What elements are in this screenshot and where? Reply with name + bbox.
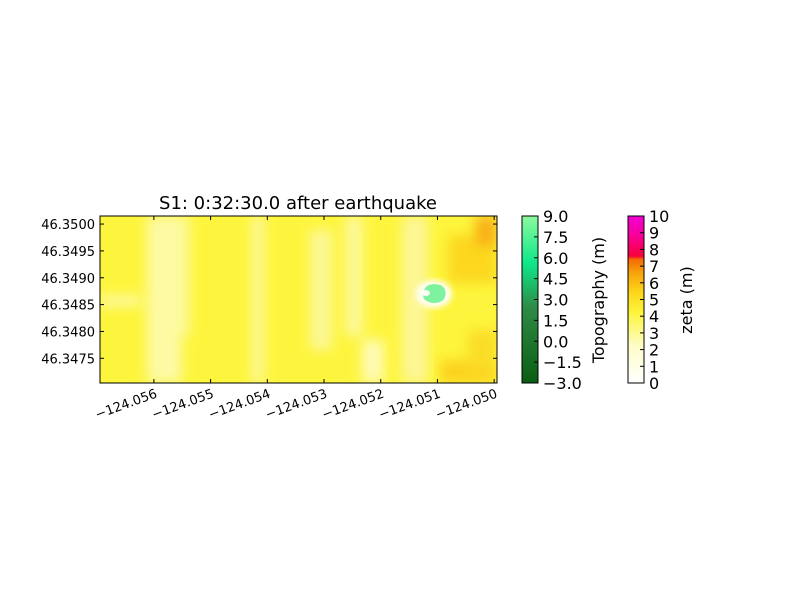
colorbar-tick-label: 4 [649, 307, 659, 326]
y-tick-label: 46.3495 [41, 245, 95, 260]
zeta-colorbar-label: zeta (m) [677, 266, 696, 333]
topography-colorbar: 9.0 7.5 6.0 4.5 3.01.5 0.0 −1.5 −3.0 Topography… [521, 207, 608, 393]
colorbar-tick-label: 9.0 [543, 207, 568, 226]
x-tick-label: −124.051 [377, 387, 443, 423]
light-streak [310, 230, 332, 350]
x-tick-label: −124.055 [150, 387, 216, 423]
island-center-highlight [422, 290, 430, 296]
colorbar-tick-label: 0.0 [543, 332, 568, 351]
colorbar-tick-label: 7.5 [543, 228, 568, 247]
x-tick-label: −124.056 [93, 387, 159, 423]
colorbar-tick-label: 1 [649, 357, 659, 376]
colorbar-tick-label: 7 [649, 257, 659, 276]
orange-patch [475, 216, 497, 246]
chart-title: S1: 0:32:30.0 after earthquake [159, 193, 437, 214]
colorbar-tick-label: 3.0 [543, 291, 568, 310]
colorbar-tick-label: 6 [649, 274, 659, 293]
x-tick-label: −124.052 [320, 387, 386, 423]
colorbar-tick-label: 6.0 [543, 249, 568, 268]
topography-colorbar-label: Topography (m) [589, 237, 608, 364]
y-tick-label: 46.3490 [41, 272, 95, 287]
axes-frame [99, 215, 498, 384]
colorbar-tick-label: 8 [649, 240, 659, 259]
colorbar-tick-label: 9 [649, 224, 659, 243]
colorbar-tick-label: −1.5 [543, 353, 582, 372]
x-tick-label: −124.054 [207, 387, 273, 423]
colorbar-tick-label: 4.5 [543, 270, 568, 289]
colorbar-tick-label: 2 [649, 341, 659, 360]
x-tick-label: −124.053 [264, 387, 330, 423]
y-tick-label: 46.3500 [41, 218, 95, 233]
light-streak [345, 216, 363, 336]
colorbar-tick-label: 3 [649, 324, 659, 343]
x-tick-label: −124.050 [434, 387, 500, 423]
island-topography [423, 284, 446, 304]
colorbar-tick-label: 10 [649, 207, 669, 226]
heatmap-field [100, 216, 497, 383]
y-tick-label: 46.3485 [41, 299, 95, 314]
y-tick-label: 46.3475 [41, 352, 95, 367]
light-streak [362, 340, 384, 383]
orange-patch [468, 330, 497, 370]
y-tick-label: 46.3480 [41, 325, 95, 340]
y-axis: 46.3475 46.3480 46.3485 46.3490 46.3495 46.35… [41, 218, 497, 367]
light-streak [252, 216, 264, 383]
light-streak [147, 216, 182, 383]
light-streak [178, 216, 190, 336]
topography-colorbar-ticks: 9.0 7.5 6.0 4.5 3.01.5 0.0 −1.5 −3.0 [534, 207, 582, 393]
light-streak [100, 296, 140, 306]
colorbar-tick-label: 1.5 [543, 311, 568, 330]
colorbar-tick-label: 0 [649, 374, 659, 393]
colorbar-tick-label: −3.0 [543, 374, 582, 393]
colorbar-tick-label: 5 [649, 291, 659, 310]
